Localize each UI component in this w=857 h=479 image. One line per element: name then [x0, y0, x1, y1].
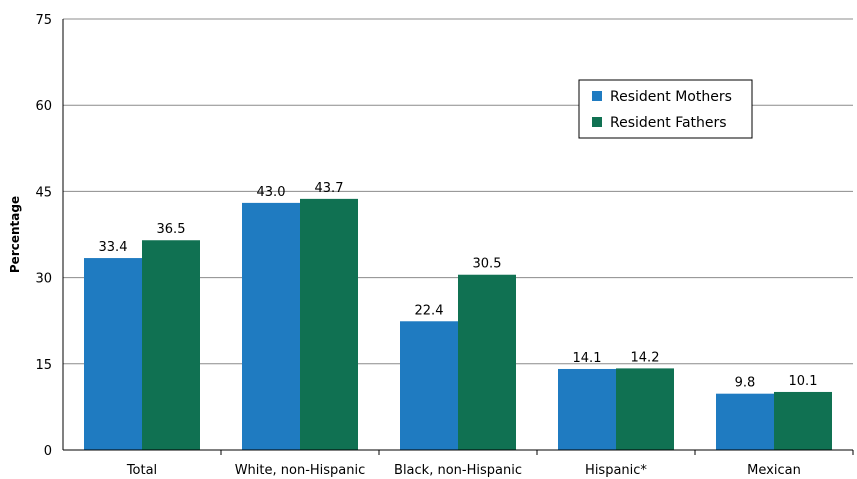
bar-resident-fathers: [300, 198, 358, 450]
category-labels: Total White, non-Hispanic Black, non-Hispa…: [126, 463, 801, 478]
bars: [84, 198, 832, 450]
axes: [62, 19, 854, 455]
data-label: 30.5: [473, 257, 502, 272]
bar-resident-fathers: [458, 274, 516, 450]
data-label: 43.0: [257, 185, 286, 200]
y-tick-labels: 0 15 30 45 60 75: [35, 13, 52, 459]
category-label: Mexican: [747, 463, 801, 478]
data-label: 14.2: [631, 350, 660, 365]
data-label: 36.5: [157, 222, 186, 237]
data-label: 22.4: [415, 303, 444, 318]
bar-resident-mothers: [716, 393, 774, 450]
category-label: Hispanic*: [585, 463, 647, 478]
legend-label: Resident Mothers: [610, 89, 732, 105]
category-label: Total: [126, 463, 157, 478]
legend: Resident Mothers Resident Fathers: [578, 79, 753, 139]
bar-resident-fathers: [616, 368, 674, 450]
y-tick-label: 0: [44, 444, 52, 459]
bar-resident-fathers: [142, 240, 200, 450]
y-axis-label: Percentage: [8, 196, 22, 273]
data-label: 9.8: [735, 376, 756, 391]
legend-swatch: [592, 117, 602, 127]
bar-resident-fathers: [774, 391, 832, 450]
category-label: Black, non-Hispanic: [394, 463, 522, 478]
data-labels: 33.4 36.5 43.0 43.7 22.4 30.5 14.1 14.2 9.8 10.1: [99, 181, 818, 391]
y-tick-label: 15: [35, 358, 52, 373]
legend-label: Resident Fathers: [610, 115, 727, 131]
legend-swatch: [592, 91, 602, 101]
y-tick-label: 30: [35, 272, 52, 287]
legend-box: [578, 79, 753, 139]
data-label: 14.1: [573, 351, 602, 366]
y-tick-label: 45: [35, 185, 52, 200]
bar-resident-mothers: [400, 321, 458, 450]
y-tick-label: 60: [35, 99, 52, 114]
data-label: 10.1: [789, 374, 818, 389]
data-label: 43.7: [315, 181, 344, 196]
bar-resident-mothers: [242, 202, 300, 450]
data-label: 33.4: [99, 240, 128, 255]
category-label: White, non-Hispanic: [235, 463, 366, 478]
bar-resident-mothers: [84, 258, 142, 450]
y-tick-label: 75: [35, 13, 52, 28]
bar-resident-mothers: [558, 368, 616, 450]
